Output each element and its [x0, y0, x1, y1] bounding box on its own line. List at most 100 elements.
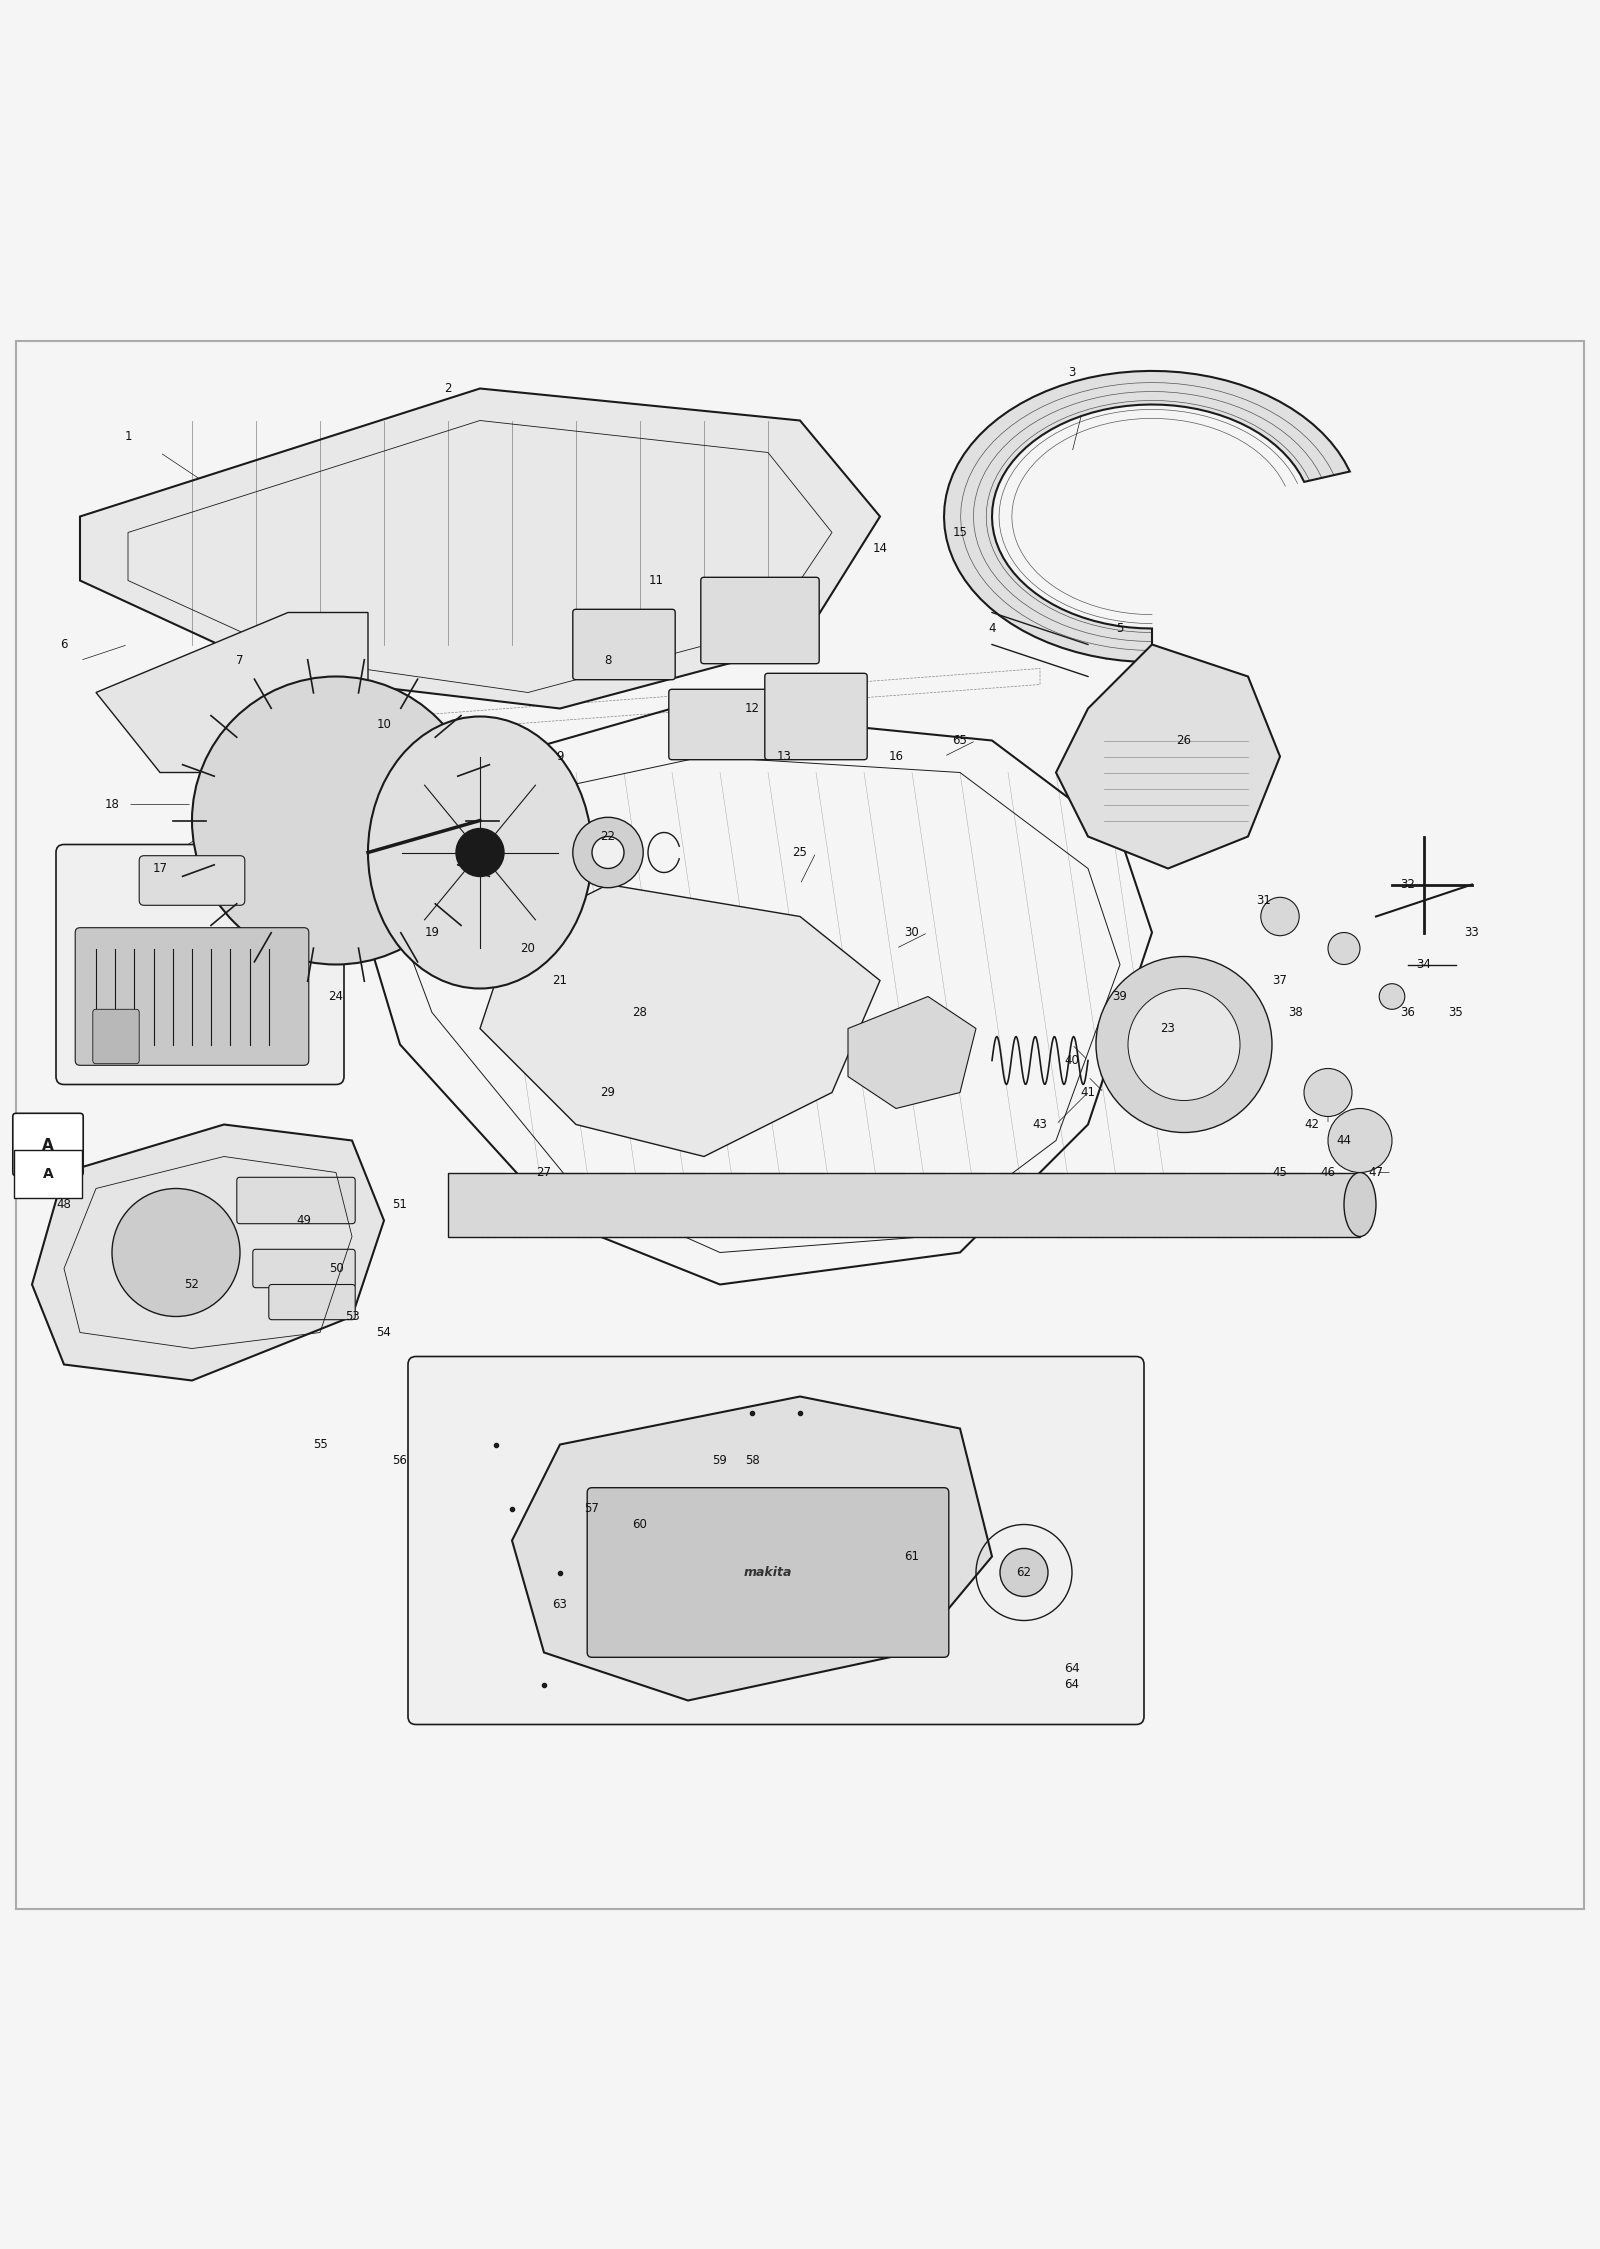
- Text: 50: 50: [328, 1262, 344, 1275]
- Text: 15: 15: [952, 526, 968, 540]
- FancyBboxPatch shape: [93, 1010, 139, 1064]
- Circle shape: [1128, 990, 1240, 1100]
- FancyBboxPatch shape: [408, 1356, 1144, 1725]
- Text: 35: 35: [1448, 1005, 1464, 1019]
- Text: 28: 28: [632, 1005, 648, 1019]
- FancyBboxPatch shape: [765, 672, 867, 760]
- Polygon shape: [512, 1397, 992, 1700]
- Text: 31: 31: [1256, 895, 1272, 906]
- Text: 33: 33: [1464, 927, 1480, 940]
- Text: 14: 14: [872, 542, 888, 556]
- Text: 27: 27: [536, 1165, 552, 1178]
- FancyBboxPatch shape: [139, 855, 245, 906]
- Circle shape: [1000, 1550, 1048, 1597]
- Text: 62: 62: [1016, 1565, 1032, 1579]
- Text: 21: 21: [552, 974, 568, 987]
- FancyBboxPatch shape: [701, 578, 819, 663]
- Polygon shape: [944, 371, 1350, 661]
- Text: 24: 24: [328, 990, 344, 1003]
- Text: 59: 59: [712, 1455, 728, 1466]
- Text: 51: 51: [392, 1199, 408, 1210]
- Text: 7: 7: [237, 654, 243, 668]
- Polygon shape: [448, 1172, 1360, 1237]
- Text: 26: 26: [1176, 733, 1192, 747]
- FancyBboxPatch shape: [587, 1487, 949, 1658]
- FancyBboxPatch shape: [14, 1149, 82, 1199]
- Circle shape: [1379, 983, 1405, 1010]
- Text: 48: 48: [56, 1199, 72, 1210]
- Text: 64: 64: [1064, 1662, 1080, 1676]
- Text: 11: 11: [648, 573, 664, 587]
- Text: 55: 55: [312, 1437, 328, 1451]
- Circle shape: [573, 816, 643, 888]
- Text: 17: 17: [152, 861, 168, 875]
- Polygon shape: [1056, 645, 1280, 868]
- Text: 46: 46: [1320, 1165, 1336, 1178]
- Text: 42: 42: [1304, 1118, 1320, 1131]
- Polygon shape: [32, 1124, 384, 1381]
- Polygon shape: [96, 612, 368, 771]
- Text: 25: 25: [792, 846, 808, 859]
- FancyBboxPatch shape: [269, 1284, 355, 1320]
- Text: 12: 12: [744, 702, 760, 715]
- Text: 61: 61: [904, 1550, 920, 1563]
- Text: 58: 58: [744, 1455, 760, 1466]
- FancyBboxPatch shape: [669, 688, 771, 760]
- Text: 30: 30: [904, 927, 920, 940]
- Text: A: A: [42, 1138, 54, 1154]
- Text: 45: 45: [1272, 1165, 1288, 1178]
- Text: 49: 49: [296, 1214, 312, 1228]
- Text: 5: 5: [1117, 623, 1123, 634]
- Text: 32: 32: [1400, 877, 1416, 891]
- Circle shape: [192, 677, 480, 965]
- Text: 22: 22: [600, 830, 616, 843]
- FancyBboxPatch shape: [56, 846, 344, 1084]
- Text: 64: 64: [1064, 1678, 1080, 1691]
- Text: 40: 40: [1064, 1055, 1080, 1066]
- Polygon shape: [80, 389, 880, 708]
- Text: 63: 63: [552, 1599, 568, 1610]
- FancyBboxPatch shape: [13, 1113, 83, 1176]
- Text: 44: 44: [1336, 1133, 1352, 1147]
- Circle shape: [112, 1187, 240, 1316]
- Text: 2: 2: [445, 382, 451, 396]
- FancyBboxPatch shape: [75, 927, 309, 1066]
- Circle shape: [592, 837, 624, 868]
- Text: 57: 57: [584, 1502, 600, 1516]
- Text: 38: 38: [1288, 1005, 1304, 1019]
- Text: 65: 65: [952, 733, 968, 747]
- Text: 6: 6: [61, 639, 67, 650]
- FancyBboxPatch shape: [573, 609, 675, 679]
- FancyBboxPatch shape: [237, 1176, 355, 1223]
- Text: 3: 3: [1069, 367, 1075, 380]
- Text: 4: 4: [989, 623, 995, 634]
- Ellipse shape: [1344, 1172, 1376, 1237]
- Text: 41: 41: [1080, 1086, 1096, 1100]
- Text: 1: 1: [125, 430, 131, 443]
- Circle shape: [1096, 956, 1272, 1133]
- Polygon shape: [480, 884, 880, 1156]
- Circle shape: [1304, 1068, 1352, 1116]
- Text: 37: 37: [1272, 974, 1288, 987]
- Text: A: A: [43, 1167, 53, 1181]
- Circle shape: [1328, 933, 1360, 965]
- Circle shape: [1328, 1109, 1392, 1172]
- Text: 20: 20: [520, 942, 536, 956]
- Circle shape: [1261, 897, 1299, 936]
- Text: 13: 13: [776, 749, 792, 762]
- Text: 60: 60: [632, 1518, 648, 1532]
- Text: 54: 54: [376, 1327, 392, 1338]
- Text: 36: 36: [1400, 1005, 1416, 1019]
- Text: 53: 53: [344, 1309, 360, 1322]
- Text: 18: 18: [104, 798, 120, 812]
- Text: 34: 34: [1416, 958, 1432, 972]
- Text: 29: 29: [600, 1086, 616, 1100]
- Text: 10: 10: [376, 717, 392, 731]
- Text: 52: 52: [184, 1277, 200, 1291]
- Text: 19: 19: [424, 927, 440, 940]
- Polygon shape: [848, 996, 976, 1109]
- Circle shape: [456, 828, 504, 877]
- Text: 56: 56: [392, 1455, 408, 1466]
- Text: 39: 39: [1112, 990, 1128, 1003]
- Ellipse shape: [368, 717, 592, 990]
